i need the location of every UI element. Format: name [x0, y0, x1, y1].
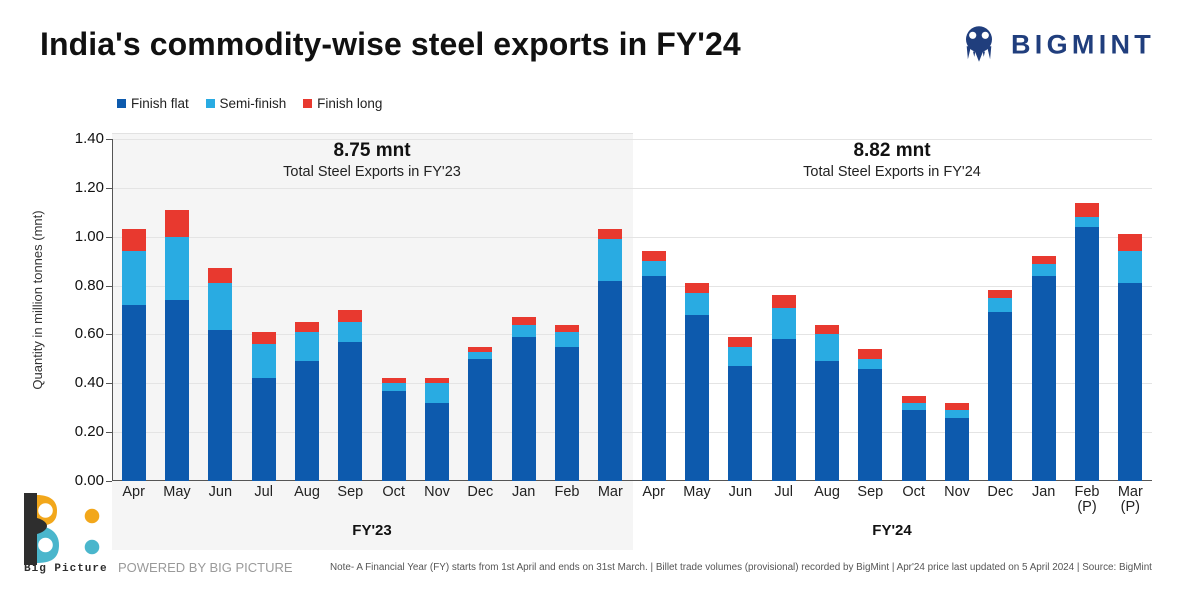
svg-text:BIGMINT: BIGMINT	[1011, 30, 1155, 60]
